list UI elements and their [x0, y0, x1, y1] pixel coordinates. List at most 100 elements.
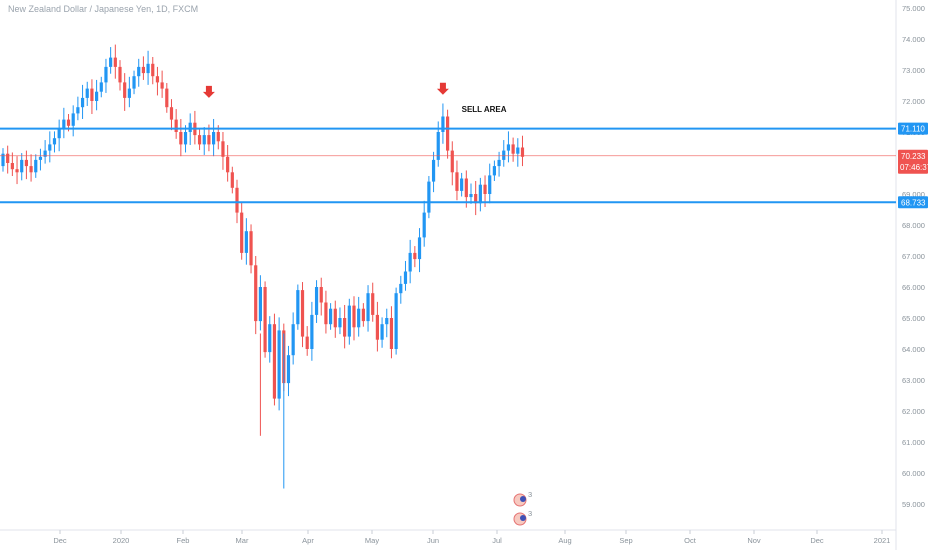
x-tick-label: 2021	[874, 536, 891, 545]
x-tick-label: Dec	[810, 536, 824, 545]
down-arrow-icon	[202, 85, 215, 98]
candle-body	[95, 91, 99, 101]
candle-body	[497, 159, 501, 167]
last-price-label: 70.233	[901, 152, 926, 161]
candle-body	[375, 314, 379, 340]
candle-body	[216, 132, 220, 142]
x-tick-label: Mar	[236, 536, 249, 545]
candle-body	[146, 63, 150, 74]
candle-body	[483, 184, 487, 194]
candle-body	[240, 212, 244, 253]
candle-body	[104, 66, 108, 83]
candle-body	[85, 88, 89, 98]
candle-body	[450, 150, 454, 173]
candle-body	[431, 159, 436, 182]
candle-body	[427, 181, 431, 213]
candle-body	[329, 308, 333, 325]
candle-body	[249, 231, 253, 266]
candle-body	[38, 156, 43, 160]
candle-body	[347, 305, 351, 337]
candle-body	[464, 178, 468, 198]
candle-body	[291, 324, 295, 356]
candle-body	[71, 113, 75, 126]
candle-body	[48, 144, 52, 151]
price-axis	[896, 0, 932, 550]
candle-body	[207, 135, 211, 145]
x-tick-label: Sep	[619, 536, 632, 545]
level-price-badge	[898, 122, 928, 135]
y-tick-label: 60.000	[902, 469, 925, 478]
candle-body	[408, 252, 412, 272]
candle-body	[10, 163, 14, 170]
candle-body	[20, 159, 24, 173]
candle-body	[310, 314, 314, 349]
y-tick-label: 72.000	[902, 97, 925, 106]
candle-body	[385, 318, 389, 325]
candle-body	[394, 293, 398, 349]
y-tick-label: 59.000	[902, 500, 925, 509]
x-tick-label: Feb	[177, 536, 190, 545]
y-tick-label: 75.000	[902, 4, 925, 13]
candle-body	[230, 172, 234, 188]
candle-body	[202, 135, 206, 145]
candle-body	[492, 166, 496, 176]
candle-body	[179, 132, 183, 145]
candle-body	[1, 153, 5, 167]
candle-body	[99, 82, 103, 92]
down-arrow-icon	[436, 82, 449, 95]
candle-body	[380, 324, 384, 340]
y-tick-label: 61.000	[902, 438, 925, 447]
candle-body	[62, 119, 66, 129]
y-tick-label: 64.000	[902, 345, 925, 354]
candle-body	[137, 66, 141, 77]
candle-body	[66, 119, 71, 126]
candle-body	[389, 318, 394, 349]
candle-body	[118, 66, 122, 83]
x-tick-label: Dec	[53, 536, 67, 545]
candle-body	[399, 283, 403, 294]
candle-body	[160, 82, 164, 89]
candle-body	[76, 107, 80, 114]
x-tick-label: May	[365, 536, 379, 545]
candle-body	[413, 252, 417, 260]
candle-body	[34, 159, 38, 173]
candle-body	[165, 88, 169, 108]
x-tick-label: Apr	[302, 536, 314, 545]
candle-body	[52, 138, 57, 145]
candle-body	[80, 97, 85, 108]
candle-body	[478, 184, 482, 204]
y-tick-label: 66.000	[902, 283, 925, 292]
candle-body	[212, 132, 216, 145]
level-price-badge	[898, 196, 928, 209]
candle-body	[90, 88, 94, 101]
x-tick-label: Oct	[684, 536, 697, 545]
candle-body	[516, 147, 520, 154]
candle-body	[417, 237, 422, 260]
candle-body	[132, 76, 136, 89]
event-flag-icon	[520, 496, 526, 502]
candle-body	[324, 302, 328, 325]
y-tick-label: 69.000	[902, 190, 925, 199]
annotation-text: SELL AREA	[462, 105, 507, 114]
candle-body	[422, 212, 426, 238]
candle-body	[57, 128, 61, 139]
candle-body	[469, 194, 473, 198]
x-tick-label: Jun	[427, 536, 439, 545]
candle-body	[371, 293, 375, 315]
candle-body	[272, 324, 277, 399]
chart-title: New Zealand Dollar / Japanese Yen, 1D, F…	[8, 4, 199, 14]
event-count-label: 3	[528, 509, 532, 518]
candle-body	[446, 116, 450, 151]
candle-body	[258, 287, 262, 322]
candle-body	[263, 287, 267, 353]
candle-body	[460, 178, 464, 191]
candle-body	[174, 119, 178, 132]
candle-body	[436, 132, 440, 160]
candle-body	[15, 169, 19, 173]
y-tick-label: 67.000	[902, 252, 925, 261]
bar-countdown-label: 07:46:37	[900, 163, 932, 172]
candle-body	[6, 153, 10, 163]
candle-body	[488, 175, 492, 194]
